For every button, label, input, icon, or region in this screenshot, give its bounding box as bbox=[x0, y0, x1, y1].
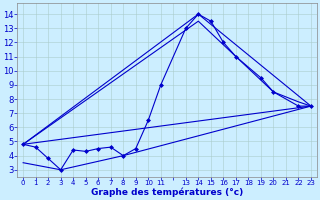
X-axis label: Graphe des températures (°c): Graphe des températures (°c) bbox=[91, 188, 243, 197]
